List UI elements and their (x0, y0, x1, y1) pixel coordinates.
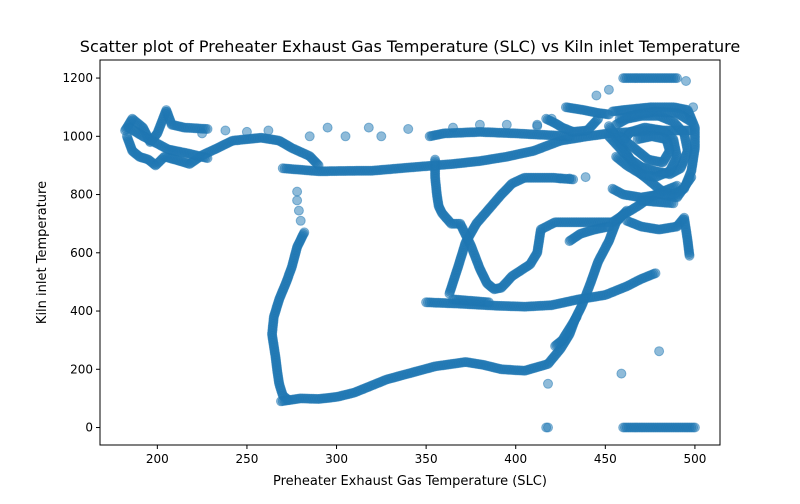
scatter-point (689, 422, 700, 433)
plot-frame (99, 59, 721, 446)
scatter-point (672, 73, 682, 84)
scatter-point (403, 124, 414, 134)
y-axis: 0 200 400 600 800 1000 1200 (62, 71, 100, 435)
y-tick-label: 600 (70, 246, 93, 260)
scatter-point (263, 125, 274, 136)
scatter-point (607, 106, 618, 117)
scatter-point (616, 368, 627, 379)
scatter-point (532, 119, 543, 130)
scatter-point (501, 119, 512, 130)
scatter-point (684, 250, 695, 261)
scatter-point (292, 186, 303, 197)
x-tick-label: 500 (683, 452, 706, 466)
scatter-point (591, 90, 602, 101)
x-tick-label: 300 (325, 452, 348, 466)
scatter-point (603, 84, 614, 95)
scatter-point (363, 122, 374, 133)
x-tick-label: 250 (235, 452, 258, 466)
scatter-point (555, 173, 566, 184)
scatter-point (571, 311, 582, 322)
scatter-point (688, 102, 699, 113)
scatter-point (654, 346, 665, 357)
scatter-point (448, 122, 458, 133)
scatter-point (376, 131, 387, 142)
scatter-point (632, 134, 643, 145)
scatter-point (202, 153, 213, 164)
scatter-point (340, 131, 351, 142)
scatter-point (543, 378, 553, 389)
scatter-point (322, 122, 333, 133)
chart-title: Scatter plot of Preheater Exhaust Gas Te… (80, 37, 740, 56)
y-axis-label: Kiln inlet Temperature (35, 181, 50, 324)
y-tick-label: 1000 (62, 129, 93, 143)
scatter-point (295, 215, 306, 226)
scatter-point (681, 76, 691, 86)
y-tick-label: 800 (70, 188, 93, 202)
x-axis-label: Preheater Exhaust Gas Temperature (SLC) (273, 474, 547, 489)
scatter-point (474, 119, 485, 130)
scatter-point (686, 116, 697, 127)
scatter-point (650, 268, 661, 279)
scatter-point (304, 131, 315, 142)
x-axis: 200 250 300 350 400 450 500 (146, 445, 706, 466)
x-tick-label: 350 (415, 452, 438, 466)
y-tick-label: 400 (70, 304, 93, 318)
scatter-point (483, 297, 494, 308)
scatter-point (686, 172, 697, 183)
scatter-point (241, 126, 252, 137)
plot-area (120, 73, 700, 433)
y-tick-label: 0 (85, 421, 93, 435)
scatter-point (546, 113, 557, 124)
scatter-point (292, 195, 303, 206)
scatter-point (293, 205, 304, 216)
x-tick-label: 450 (594, 452, 617, 466)
scatter-point (197, 128, 208, 139)
scatter-point (580, 172, 591, 183)
scatter-point (603, 221, 614, 232)
x-tick-label: 200 (146, 452, 169, 466)
x-tick-label: 400 (504, 452, 527, 466)
scatter-point (543, 422, 553, 433)
y-tick-label: 200 (70, 362, 93, 376)
scatter-point (564, 173, 575, 184)
y-tick-label: 1200 (62, 71, 93, 85)
scatter-point (668, 198, 679, 209)
scatter-point (220, 125, 231, 136)
